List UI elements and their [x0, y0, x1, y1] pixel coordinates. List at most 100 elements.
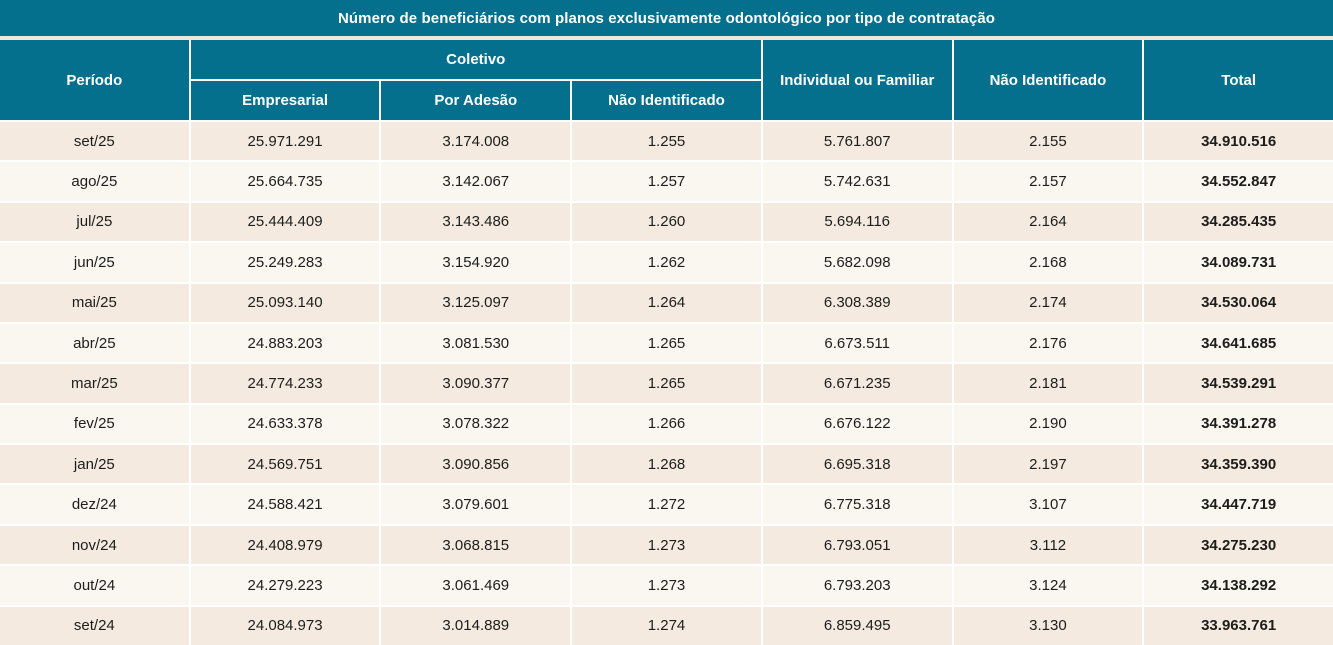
- value-cell: 5.694.116: [762, 202, 952, 242]
- value-cell: 3.154.920: [381, 243, 571, 282]
- value-cell: 3.078.322: [381, 404, 571, 444]
- value-cell: 1.264: [572, 283, 761, 322]
- period-cell: fev/25: [0, 404, 189, 444]
- value-cell: 3.174.008: [381, 122, 571, 161]
- value-cell: 2.164: [953, 202, 1143, 242]
- value-cell: 5.761.807: [762, 122, 952, 161]
- value-cell: 25.093.140: [190, 283, 380, 322]
- total-cell: 34.391.278: [1144, 404, 1333, 444]
- col-subheader-empresarial: Empresarial: [190, 81, 380, 120]
- value-cell: 3.142.067: [381, 162, 571, 201]
- total-cell: 34.275.230: [1144, 525, 1333, 565]
- col-header-total: Total: [1144, 40, 1333, 120]
- period-cell: set/25: [0, 122, 189, 161]
- value-cell: 6.671.235: [762, 364, 952, 403]
- total-cell: 34.089.731: [1144, 243, 1333, 282]
- value-cell: 25.444.409: [190, 202, 380, 242]
- value-cell: 3.081.530: [381, 323, 571, 363]
- period-cell: dez/24: [0, 485, 189, 524]
- total-cell: 34.447.719: [1144, 485, 1333, 524]
- beneficiaries-table: Período Coletivo Individual ou Familiar …: [0, 40, 1333, 645]
- total-cell: 33.963.761: [1144, 606, 1333, 645]
- value-cell: 1.265: [572, 364, 761, 403]
- value-cell: 2.197: [953, 445, 1143, 484]
- period-cell: mar/25: [0, 364, 189, 403]
- value-cell: 3.068.815: [381, 525, 571, 565]
- col-header-periodo: Período: [0, 40, 189, 120]
- total-cell: 34.552.847: [1144, 162, 1333, 201]
- value-cell: 3.061.469: [381, 566, 571, 605]
- value-cell: 2.190: [953, 404, 1143, 444]
- value-cell: 1.266: [572, 404, 761, 444]
- col-subheader-nao-identificado: Não Identificado: [572, 81, 761, 120]
- value-cell: 5.742.631: [762, 162, 952, 201]
- value-cell: 24.883.203: [190, 323, 380, 363]
- value-cell: 6.695.318: [762, 445, 952, 484]
- value-cell: 2.157: [953, 162, 1143, 201]
- value-cell: 3.014.889: [381, 606, 571, 645]
- period-cell: out/24: [0, 566, 189, 605]
- value-cell: 6.676.122: [762, 404, 952, 444]
- value-cell: 3.090.856: [381, 445, 571, 484]
- value-cell: 6.775.318: [762, 485, 952, 524]
- value-cell: 3.079.601: [381, 485, 571, 524]
- value-cell: 1.272: [572, 485, 761, 524]
- value-cell: 3.112: [953, 525, 1143, 565]
- value-cell: 2.176: [953, 323, 1143, 363]
- col-header-coletivo-group: Coletivo: [190, 40, 761, 79]
- col-header-individual-ou-familiar: Individual ou Familiar: [762, 40, 952, 120]
- value-cell: 1.257: [572, 162, 761, 201]
- period-cell: ago/25: [0, 162, 189, 201]
- value-cell: 24.279.223: [190, 566, 380, 605]
- value-cell: 6.673.511: [762, 323, 952, 363]
- value-cell: 6.859.495: [762, 606, 952, 645]
- period-cell: jun/25: [0, 243, 189, 282]
- value-cell: 2.168: [953, 243, 1143, 282]
- period-cell: nov/24: [0, 525, 189, 565]
- value-cell: 2.181: [953, 364, 1143, 403]
- total-cell: 34.359.390: [1144, 445, 1333, 484]
- value-cell: 1.273: [572, 525, 761, 565]
- value-cell: 1.265: [572, 323, 761, 363]
- value-cell: 1.273: [572, 566, 761, 605]
- value-cell: 25.249.283: [190, 243, 380, 282]
- value-cell: 1.268: [572, 445, 761, 484]
- col-header-nao-identificado: Não Identificado: [953, 40, 1143, 120]
- period-cell: mai/25: [0, 283, 189, 322]
- title-separator: [0, 36, 1333, 40]
- total-cell: 34.910.516: [1144, 122, 1333, 161]
- value-cell: 3.130: [953, 606, 1143, 645]
- value-cell: 3.125.097: [381, 283, 571, 322]
- period-cell: jul/25: [0, 202, 189, 242]
- period-cell: jan/25: [0, 445, 189, 484]
- value-cell: 1.274: [572, 606, 761, 645]
- value-cell: 24.588.421: [190, 485, 380, 524]
- period-cell: set/24: [0, 606, 189, 645]
- value-cell: 6.793.203: [762, 566, 952, 605]
- total-cell: 34.539.291: [1144, 364, 1333, 403]
- value-cell: 24.633.378: [190, 404, 380, 444]
- total-cell: 34.530.064: [1144, 283, 1333, 322]
- value-cell: 6.793.051: [762, 525, 952, 565]
- value-cell: 24.569.751: [190, 445, 380, 484]
- value-cell: 6.308.389: [762, 283, 952, 322]
- value-cell: 24.084.973: [190, 606, 380, 645]
- total-cell: 34.641.685: [1144, 323, 1333, 363]
- period-cell: abr/25: [0, 323, 189, 363]
- total-cell: 34.138.292: [1144, 566, 1333, 605]
- value-cell: 24.774.233: [190, 364, 380, 403]
- value-cell: 5.682.098: [762, 243, 952, 282]
- value-cell: 1.262: [572, 243, 761, 282]
- value-cell: 1.260: [572, 202, 761, 242]
- value-cell: 25.664.735: [190, 162, 380, 201]
- col-subheader-por-adesao: Por Adesão: [381, 81, 571, 120]
- value-cell: 24.408.979: [190, 525, 380, 565]
- value-cell: 2.174: [953, 283, 1143, 322]
- value-cell: 2.155: [953, 122, 1143, 161]
- value-cell: 3.107: [953, 485, 1143, 524]
- value-cell: 1.255: [572, 122, 761, 161]
- value-cell: 25.971.291: [190, 122, 380, 161]
- value-cell: 3.124: [953, 566, 1143, 605]
- value-cell: 3.143.486: [381, 202, 571, 242]
